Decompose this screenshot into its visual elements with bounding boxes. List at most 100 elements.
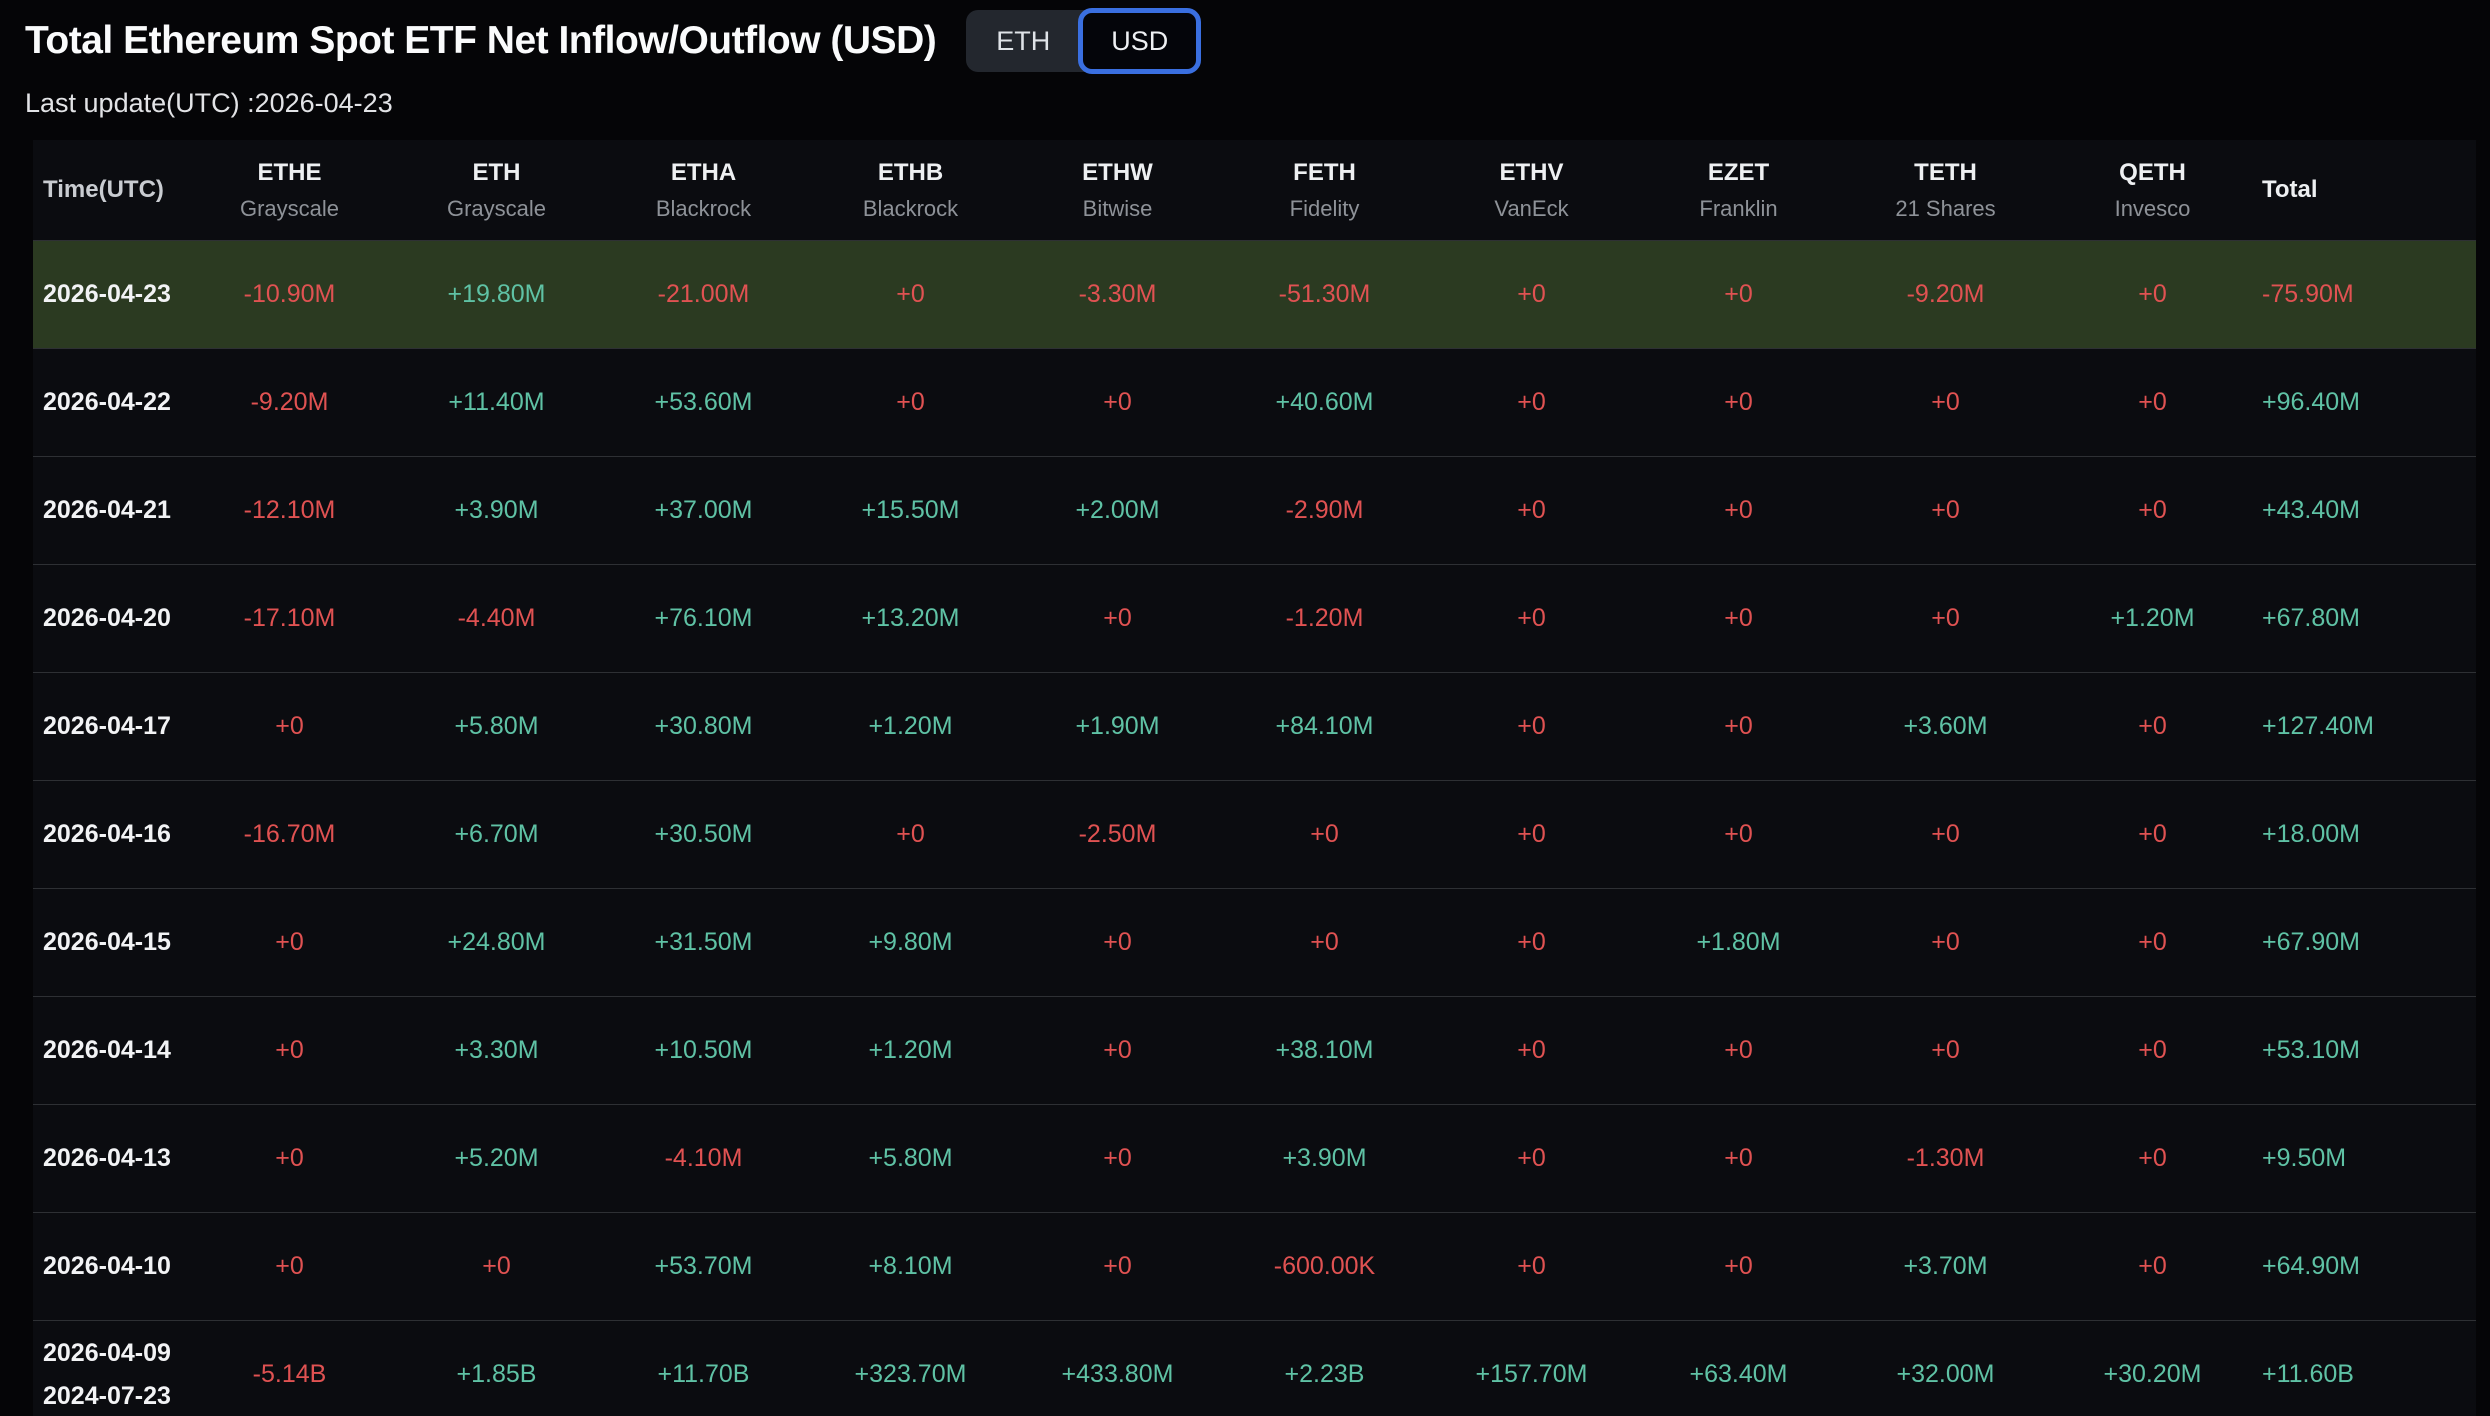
date-text: 2026-04-14 xyxy=(43,1036,171,1064)
flow-value-cell: +0 xyxy=(1724,496,1753,524)
flow-value-cell: +0 xyxy=(2138,712,2167,740)
flow-value-cell: +3.70M xyxy=(1903,1252,1988,1280)
column-issuer: Blackrock xyxy=(655,195,752,221)
flow-value-cell: +0 xyxy=(2138,496,2167,524)
date-cell: 2026-04-17 xyxy=(33,712,186,741)
flow-value-cell: +0 xyxy=(896,820,925,848)
flow-value-cell: +0 xyxy=(275,1252,304,1280)
date-cell: 2026-04-16 xyxy=(33,820,186,849)
table-row[interactable]: 2026-04-09 2024-07-23 -5.14B +1.85B +11.70B +… xyxy=(33,1320,2476,1416)
flow-value-cell: +0 xyxy=(275,712,304,740)
flow-value-cell: +0 xyxy=(1103,1144,1132,1172)
flow-value-cell: +0 xyxy=(2138,388,2167,416)
flow-value-cell: -51.30M xyxy=(1278,280,1371,308)
flow-value-cell: +0 xyxy=(1724,1036,1753,1064)
unit-toggle: ETH USD xyxy=(966,8,1202,74)
flow-value-cell: +0 xyxy=(1517,928,1546,956)
flow-value-cell: +0 xyxy=(896,280,925,308)
toggle-usd-button[interactable]: USD xyxy=(1078,8,1202,74)
column-issuer: Grayscale xyxy=(239,195,340,221)
column-issuer: Grayscale xyxy=(446,195,547,221)
flow-value-cell: +0 xyxy=(275,1144,304,1172)
date-text: 2026-04-22 xyxy=(43,388,171,416)
table-row[interactable]: 2026-04-13 +0 +5.20M -4.10M +5.80M +0 +3.90M +0… xyxy=(33,1104,2476,1212)
flow-value-cell: +0 xyxy=(1724,820,1753,848)
column-ticker: FETH xyxy=(1293,158,1356,186)
flow-value-cell: +0 xyxy=(275,928,304,956)
column-header-ethe: ETHE Grayscale xyxy=(186,159,393,222)
flow-value-cell: +0 xyxy=(1931,388,1960,416)
flow-value-cell: +0 xyxy=(1103,388,1132,416)
table-row[interactable]: 2026-04-15 +0 +24.80M +31.50M +9.80M +0 +0 +0 +1… xyxy=(33,888,2476,996)
flow-value-cell: -2.90M xyxy=(1285,496,1364,524)
flow-value-cell: +0 xyxy=(2138,1144,2167,1172)
table-row[interactable]: 2026-04-22 -9.20M +11.40M +53.60M +0 +0 +40.60… xyxy=(33,348,2476,456)
flow-value-cell: -1.30M xyxy=(1906,1144,1985,1172)
flow-value-cell: -4.10M xyxy=(664,1144,743,1172)
date-cell: 2026-04-10 xyxy=(33,1252,186,1281)
flow-value-cell: +84.10M xyxy=(1275,712,1374,740)
table-row[interactable]: 2026-04-21 -12.10M +3.90M +37.00M +15.50M +2.… xyxy=(33,456,2476,564)
column-header-time: Time(UTC) xyxy=(43,176,164,203)
date-text: 2026-04-20 xyxy=(43,604,171,632)
flow-value-cell: +0 xyxy=(2138,928,2167,956)
page-title: Total Ethereum Spot ETF Net Inflow/Outfl… xyxy=(25,19,937,62)
flow-value-cell: +0 xyxy=(1103,1252,1132,1280)
flow-value-cell: +323.70M xyxy=(854,1360,967,1388)
flow-value-cell: +1.20M xyxy=(868,1036,953,1064)
flow-value-cell: +32.00M xyxy=(1896,1360,1995,1388)
table-row[interactable]: 2026-04-20 -17.10M -4.40M +76.10M +13.20M +0 -… xyxy=(33,564,2476,672)
flow-value-cell: +0 xyxy=(1517,388,1546,416)
table-row[interactable]: 2026-04-23 -10.90M +19.80M -21.00M +0 -3.30M -… xyxy=(33,240,2476,348)
column-header-etha: ETHA Blackrock xyxy=(600,159,807,222)
flow-value-cell: +0 xyxy=(896,388,925,416)
column-header-feth: FETH Fidelity xyxy=(1221,159,1428,222)
column-header-ethw: ETHW Bitwise xyxy=(1014,159,1221,222)
flow-value-cell: +63.40M xyxy=(1689,1360,1788,1388)
flow-value-cell: +0 xyxy=(275,1036,304,1064)
flow-value-cell: +0 xyxy=(1724,1144,1753,1172)
column-issuer: Invesco xyxy=(2114,195,2191,221)
flow-value-cell: +1.90M xyxy=(1075,712,1160,740)
flow-value-cell: +0 xyxy=(2138,820,2167,848)
column-header-eth: ETH Grayscale xyxy=(393,159,600,222)
flow-value-cell: -75.90M xyxy=(2262,280,2354,308)
column-ticker: ETHA xyxy=(670,158,737,186)
flow-value-cell: +0 xyxy=(1724,388,1753,416)
flow-value-cell: +0 xyxy=(1310,928,1339,956)
date-cell: 2026-04-20 xyxy=(33,604,186,633)
column-ticker: ETHW xyxy=(1082,158,1153,186)
flow-value-cell: +5.80M xyxy=(454,712,539,740)
flow-value-cell: +3.60M xyxy=(1903,712,1988,740)
flow-value-cell: +30.50M xyxy=(654,820,753,848)
date-text: 2026-04-21 xyxy=(43,496,171,524)
flow-value-cell: -21.00M xyxy=(657,280,750,308)
flow-value-cell: +0 xyxy=(1517,1144,1546,1172)
column-issuer: Fidelity xyxy=(1289,195,1360,221)
toggle-eth-button[interactable]: ETH xyxy=(966,10,1080,72)
flow-value-cell: +0 xyxy=(1517,1036,1546,1064)
column-header-ethb: ETHB Blackrock xyxy=(807,159,1014,222)
flow-value-cell: +0 xyxy=(2138,280,2167,308)
flow-value-cell: +38.10M xyxy=(1275,1036,1374,1064)
flow-value-cell: +0 xyxy=(1724,280,1753,308)
table-row[interactable]: 2026-04-17 +0 +5.80M +30.80M +1.20M +1.90M +84… xyxy=(33,672,2476,780)
flow-value-cell: +3.90M xyxy=(1282,1144,1367,1172)
flow-value-cell: +18.00M xyxy=(2262,820,2360,848)
flow-value-cell: -17.10M xyxy=(243,604,336,632)
flow-value-cell: +1.20M xyxy=(868,712,953,740)
flow-value-cell: +9.80M xyxy=(868,928,953,956)
column-header-ethv: ETHV VanEck xyxy=(1428,159,1635,222)
table-row[interactable]: 2026-04-16 -16.70M +6.70M +30.50M +0 -2.50M +0… xyxy=(33,780,2476,888)
flow-value-cell: +67.90M xyxy=(2262,928,2360,956)
date-text: 2026-04-23 xyxy=(43,280,171,308)
flow-value-cell: +8.10M xyxy=(868,1252,953,1280)
flow-value-cell: -3.30M xyxy=(1078,280,1157,308)
flow-value-cell: +3.90M xyxy=(454,496,539,524)
table-row[interactable]: 2026-04-10 +0 +0 +53.70M +8.10M +0 -600.00K +0 +… xyxy=(33,1212,2476,1320)
column-ticker: ETH xyxy=(472,158,521,186)
flow-value-cell: +0 xyxy=(1724,1252,1753,1280)
table-row[interactable]: 2026-04-14 +0 +3.30M +10.50M +1.20M +0 +38.10M… xyxy=(33,996,2476,1104)
flow-value-cell: +2.00M xyxy=(1075,496,1160,524)
flow-value-cell: +0 xyxy=(2138,1252,2167,1280)
